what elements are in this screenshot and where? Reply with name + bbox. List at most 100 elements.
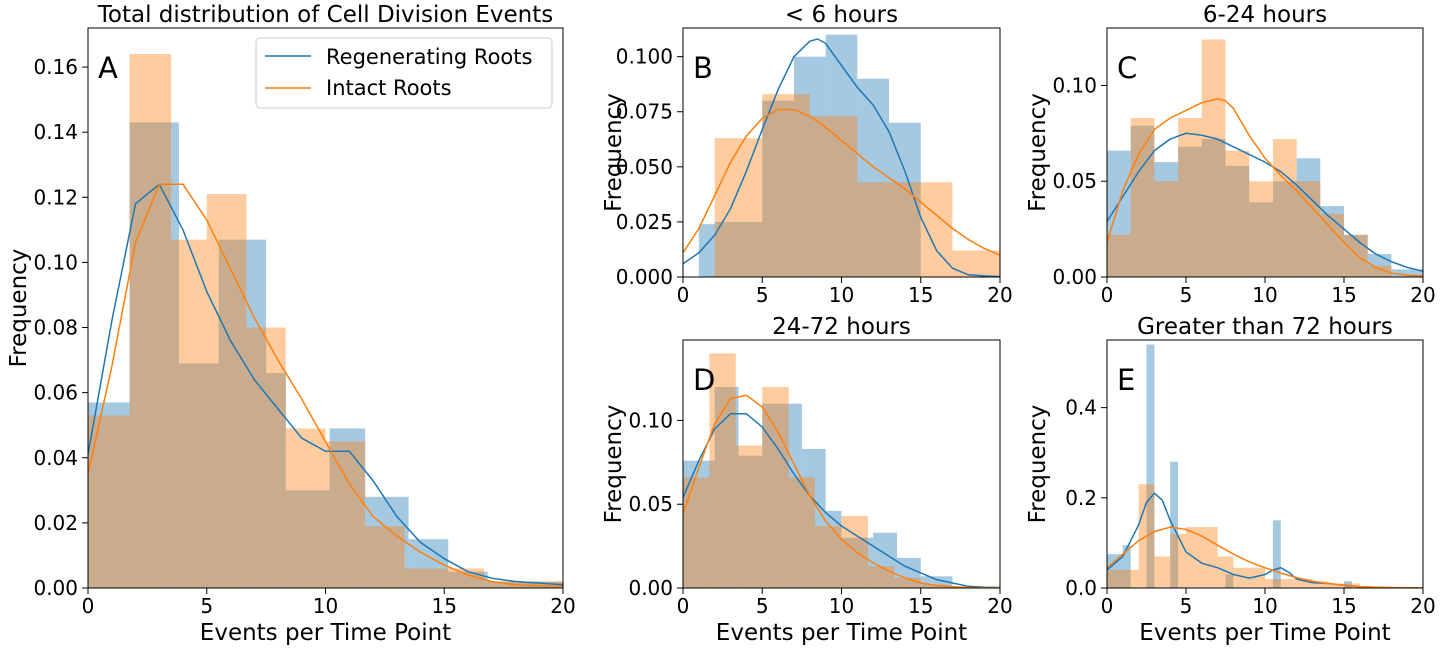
panel-marks	[683, 34, 1000, 277]
panel-title: Greater than 72 hours	[1137, 314, 1393, 340]
hist-bar-intact	[788, 477, 816, 588]
y-tick-label: 0.2	[1065, 486, 1097, 510]
y-tick-label: 0.05	[1052, 169, 1097, 193]
x-tick-label: 5	[756, 283, 769, 307]
y-tick-label: 0.00	[1052, 265, 1097, 289]
hist-bar-intact	[1280, 578, 1297, 588]
y-axis-label: Frequency	[601, 405, 627, 524]
hist-bar-regenerating	[266, 373, 286, 588]
hist-bar-regenerating	[1154, 162, 1179, 277]
x-tick-label: 0	[677, 283, 690, 307]
panels: 0 5 10 15 200.000.020.040.060.080.100.120.14…	[6, 2, 1436, 646]
hist-bar-regenerating	[1225, 165, 1250, 277]
x-tick-label: 15	[432, 594, 457, 618]
hist-bar-regenerating	[285, 490, 330, 588]
hist-bar-intact	[1296, 181, 1321, 277]
panel-a: 0 5 10 15 20 0.00 0.02 0.04 0.06 0.08 0.10 0.12 0.14…	[6, 2, 576, 646]
y-tick-label: 0.10	[33, 250, 78, 274]
y-axis-label: Frequency	[1025, 405, 1051, 524]
hist-bar-intact	[1249, 181, 1273, 277]
hist-bar-intact	[841, 515, 868, 588]
hist-bar-intact	[1344, 234, 1368, 277]
x-tick-label: 10	[1252, 594, 1277, 618]
kde-line-regenerating	[683, 412, 1000, 588]
hist-bar-intact	[1178, 118, 1202, 277]
hist-bar-intact	[129, 54, 172, 588]
hist-bar-intact	[1225, 150, 1250, 277]
hist-bar-regenerating	[1344, 581, 1352, 588]
x-tick-label: 20	[1410, 283, 1435, 307]
hist-bar-regenerating	[714, 221, 763, 277]
hist-bar-intact	[1265, 578, 1281, 588]
panel-letter: C	[1117, 51, 1137, 85]
hist-bar-intact	[1201, 527, 1218, 588]
x-tick-label: 15	[908, 283, 933, 307]
y-tick-label: 0.100	[616, 45, 673, 69]
panel-d: 0 5 10 15 20 0.00 0.05 0.10 24-72 hours D Frequenc…	[601, 314, 1013, 646]
hist-bar-intact	[809, 116, 858, 277]
panel-title: Total distribution of Cell Division Even…	[97, 2, 554, 28]
hist-bar-intact	[815, 526, 842, 588]
hist-bar-regenerating	[129, 122, 179, 588]
y-tick-label: 0.050	[616, 155, 673, 179]
y-tick-label: 0.16	[33, 55, 78, 79]
panel-marks	[1107, 39, 1423, 277]
hist-bar-intact	[894, 577, 921, 588]
hist-bar-intact	[709, 353, 736, 588]
x-tick-label: 15	[1331, 594, 1356, 618]
y-axis-label: Frequency	[6, 249, 32, 368]
x-axis-label: Events per Time Point	[1139, 620, 1390, 646]
hist-bar-regenerating	[801, 448, 826, 588]
y-tick-label: 0.025	[616, 210, 673, 234]
x-tick-label: 10	[829, 594, 854, 618]
x-tick-label: 5	[200, 594, 213, 618]
x-tick-label: 5	[756, 594, 769, 618]
hist-bar-regenerating	[762, 100, 794, 277]
hist-bar-intact	[365, 526, 405, 588]
hist-bar-regenerating	[1272, 181, 1297, 277]
panel-marks	[1107, 344, 1423, 588]
kde-line-regenerating	[1107, 132, 1423, 273]
hist-bar-regenerating	[1107, 554, 1115, 588]
hist-bar-intact	[1312, 581, 1329, 588]
hist-bar-intact	[1154, 181, 1179, 277]
hist-bar-regenerating	[1225, 574, 1234, 588]
hist-bar-regenerating	[1178, 146, 1202, 277]
kde-line-intact	[88, 183, 563, 588]
x-tick-label: 10	[313, 594, 338, 618]
hist-bar-regenerating	[218, 239, 267, 588]
y-tick-label: 0.00	[628, 576, 673, 600]
hist-bar-regenerating	[825, 510, 842, 588]
hist-bar-intact	[206, 194, 247, 588]
y-tick-label: 0.075	[616, 100, 673, 124]
hist-bar-intact	[246, 327, 286, 588]
hist-bar-intact	[1107, 234, 1131, 277]
hist-bar-regenerating	[1391, 269, 1423, 277]
hist-bar-regenerating	[920, 576, 953, 588]
hist-bar-regenerating	[1272, 520, 1281, 588]
x-tick-label: 20	[987, 594, 1012, 618]
hist-bar-intact	[1272, 139, 1297, 277]
hist-bar-regenerating	[1249, 202, 1273, 277]
hist-bar-intact	[1296, 578, 1313, 588]
kde-line-regenerating	[683, 38, 1000, 277]
panel-title: < 6 hours	[785, 2, 898, 28]
hist-bar-intact	[1154, 556, 1171, 588]
hist-bar-regenerating	[1344, 234, 1368, 277]
x-tick-label: 0	[82, 594, 95, 618]
x-axis-label: Events per Time Point	[716, 620, 967, 646]
hist-bar-intact	[867, 566, 895, 588]
panel-letter: A	[98, 51, 118, 85]
legend-label-regenerating: Regenerating Roots	[326, 45, 532, 69]
hist-bar-regenerating	[1130, 125, 1155, 277]
x-tick-label: 5	[1180, 594, 1193, 618]
x-tick-label: 5	[1180, 283, 1193, 307]
legend-label-intact: Intact Roots	[326, 76, 452, 100]
kde-line-intact	[1107, 98, 1423, 277]
hist-bar-regenerating	[1122, 545, 1131, 588]
hist-bar-regenerating	[793, 56, 826, 277]
panel-c: 0 5 10 15 20 0.00 0.05 0.10 6-24 hours C Frequency	[1025, 2, 1436, 307]
hist-bar-intact	[762, 94, 810, 277]
